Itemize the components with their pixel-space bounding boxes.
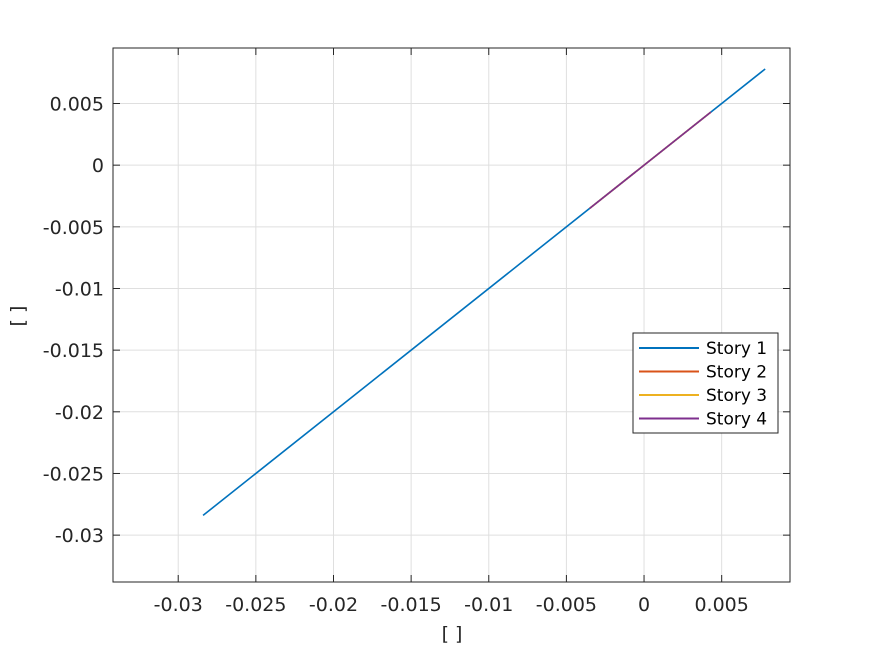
y-tick-label: -0.02 — [55, 402, 104, 424]
y-tick-label: -0.005 — [43, 217, 104, 239]
x-tick-label: -0.01 — [464, 594, 513, 616]
x-tick-label: -0.005 — [536, 594, 597, 616]
plot-frame — [112, 47, 791, 583]
legend-label: Story 4 — [706, 410, 767, 430]
y-tick-label: 0.005 — [50, 93, 104, 115]
ticks — [113, 48, 790, 582]
x-tick-label: 0 — [638, 594, 650, 616]
legend-label: Story 3 — [706, 386, 767, 406]
y-tick-label: -0.015 — [43, 340, 104, 362]
y-tick-label: -0.03 — [55, 525, 104, 547]
legend: Story 1 Story 2 Story 3 Story 4 — [632, 332, 779, 434]
series-line-story-4 — [589, 111, 712, 209]
x-tick-label: 0.005 — [694, 594, 748, 616]
tick-labels: -0.03 -0.025 -0.02 -0.015 -0.01 -0.005 0 0.005 0… — [43, 93, 749, 616]
y-axis-label: [ ] — [7, 306, 29, 327]
legend-label: Story 2 — [706, 363, 767, 383]
plot-area — [113, 48, 790, 582]
legend-box — [632, 332, 779, 434]
y-tick-label: -0.025 — [43, 463, 104, 485]
series-layer — [202, 68, 766, 517]
x-tick-label: -0.025 — [225, 594, 286, 616]
grid — [113, 48, 790, 582]
x-axis-label: [ ] — [442, 623, 463, 645]
y-tick-label: 0 — [92, 155, 104, 177]
x-tick-label: -0.015 — [381, 594, 442, 616]
y-tick-label: -0.01 — [55, 278, 104, 300]
legend-label: Story 1 — [706, 339, 767, 359]
x-tick-label: -0.03 — [154, 594, 203, 616]
x-tick-label: -0.02 — [309, 594, 358, 616]
